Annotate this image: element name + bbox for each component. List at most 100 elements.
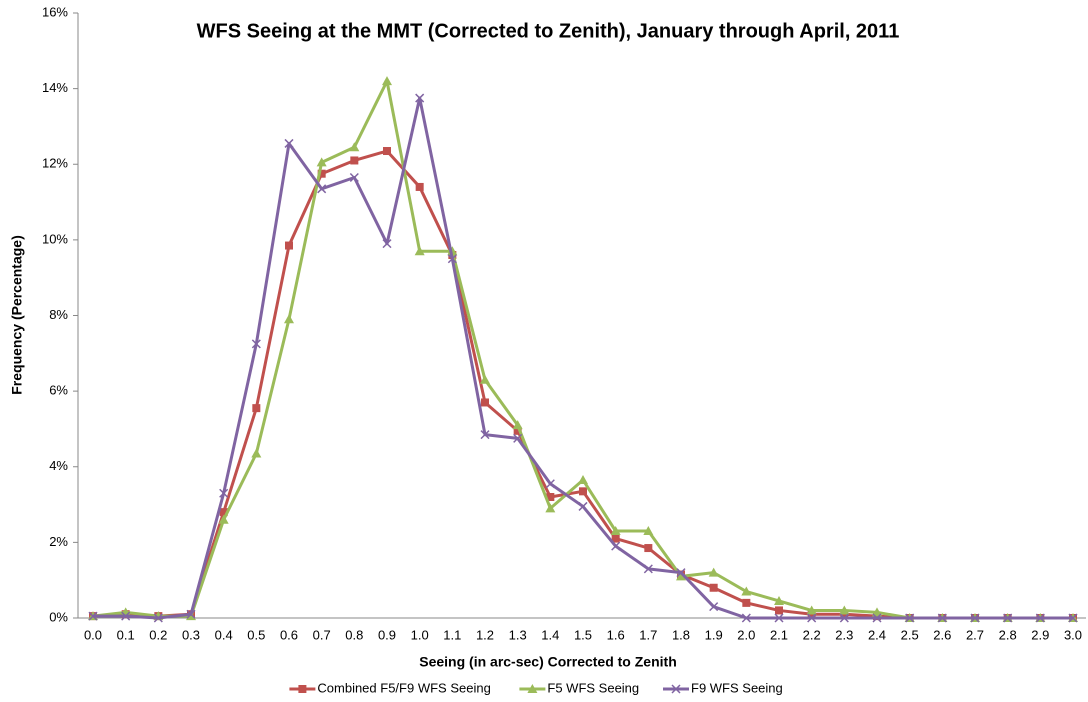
marker: [905, 613, 915, 623]
marker: [153, 613, 163, 623]
y-tick-label: 6%: [49, 383, 68, 398]
marker: [545, 503, 556, 513]
x-tick-label: 2.8: [999, 627, 1017, 642]
x-tick-label: 0.4: [215, 627, 233, 642]
marker: [643, 564, 653, 574]
marker: [415, 182, 424, 191]
x-tick-label: 1.8: [672, 627, 690, 642]
y-tick-label: 8%: [49, 307, 68, 322]
marker: [415, 93, 425, 103]
marker: [316, 157, 327, 167]
y-axis-title: Frequency (Percentage): [9, 235, 25, 395]
marker: [382, 239, 392, 249]
x-tick-label: 1.5: [574, 627, 592, 642]
marker: [872, 607, 882, 617]
marker: [88, 611, 98, 621]
x-tick-label: 1.3: [509, 627, 527, 642]
x-tick-label: 2.2: [803, 627, 821, 642]
x-tick-label: 2.9: [1031, 627, 1049, 642]
marker: [774, 613, 784, 623]
x-tick-label: 2.3: [835, 627, 853, 642]
marker: [578, 474, 588, 484]
marker: [186, 609, 196, 619]
marker: [349, 172, 359, 183]
x-axis-title: Seeing (in arc-sec) Corrected to Zenith: [419, 654, 677, 670]
legend-label: F5 WFS Seeing: [547, 680, 639, 695]
x-tick-label: 0.7: [313, 627, 331, 642]
x-tick-label: 2.7: [966, 627, 984, 642]
chart-title: WFS Seeing at the MMT (Corrected to Zeni…: [197, 20, 900, 42]
x-tick-label: 0.6: [280, 627, 298, 642]
marker: [741, 613, 751, 623]
marker: [121, 611, 131, 621]
marker: [807, 613, 817, 623]
x-tick-label: 0.2: [149, 627, 167, 642]
x-tick-label: 1.2: [476, 627, 494, 642]
marker: [382, 76, 392, 86]
marker: [218, 514, 229, 524]
x-tick-label: 0.9: [378, 627, 396, 642]
marker: [806, 605, 817, 615]
series-line: [92, 79, 1073, 620]
y-tick-label: 10%: [42, 231, 68, 246]
x-tick-label: 2.6: [933, 627, 951, 642]
marker: [545, 479, 555, 489]
marker: [775, 606, 783, 615]
marker: [709, 583, 718, 592]
marker: [317, 169, 326, 178]
x-tick-label: 0.0: [84, 627, 102, 642]
legend-label: F9 WFS Seeing: [691, 680, 783, 695]
marker: [709, 602, 719, 612]
marker: [578, 501, 588, 511]
marker: [872, 613, 882, 623]
marker: [317, 184, 327, 194]
marker: [610, 526, 621, 536]
y-tick-label: 2%: [49, 534, 68, 549]
marker: [252, 404, 261, 413]
marker: [546, 493, 555, 501]
marker: [480, 374, 490, 384]
marker: [251, 448, 262, 458]
marker: [708, 567, 719, 577]
marker: [219, 508, 228, 517]
marker: [349, 142, 360, 152]
y-tick-label: 16%: [42, 4, 68, 19]
marker: [839, 605, 850, 615]
x-tick-label: 0.3: [182, 627, 200, 642]
marker: [285, 241, 293, 250]
marker: [350, 156, 359, 165]
legend-marker: [527, 684, 538, 693]
marker: [219, 488, 229, 498]
x-tick-label: 0.5: [247, 627, 265, 642]
y-tick-label: 14%: [42, 80, 68, 95]
y-tick-label: 0%: [49, 609, 68, 624]
marker: [513, 433, 523, 443]
marker: [643, 526, 654, 536]
legend-marker: [298, 685, 307, 693]
marker: [284, 138, 294, 148]
x-tick-label: 2.0: [737, 627, 755, 642]
x-tick-label: 1.9: [705, 627, 723, 642]
marker: [251, 339, 261, 349]
marker: [1035, 613, 1045, 623]
marker: [970, 613, 980, 623]
marker: [676, 568, 686, 578]
x-tick-label: 2.5: [901, 627, 919, 642]
x-tick-label: 1.6: [607, 627, 625, 642]
x-tick-label: 2.1: [770, 627, 788, 642]
marker: [742, 598, 751, 607]
legend-marker: [671, 684, 681, 694]
marker: [774, 595, 784, 605]
series-line: [92, 149, 1073, 620]
marker: [611, 541, 621, 551]
x-tick-label: 1.7: [639, 627, 657, 642]
marker: [611, 534, 620, 543]
y-tick-label: 12%: [42, 156, 68, 171]
marker: [512, 420, 523, 430]
legend-label: Combined F5/F9 WFS Seeing: [317, 680, 490, 695]
x-tick-label: 0.8: [345, 627, 363, 642]
marker: [1003, 613, 1013, 623]
x-tick-label: 3.0: [1064, 627, 1082, 642]
x-tick-label: 2.4: [868, 627, 886, 642]
